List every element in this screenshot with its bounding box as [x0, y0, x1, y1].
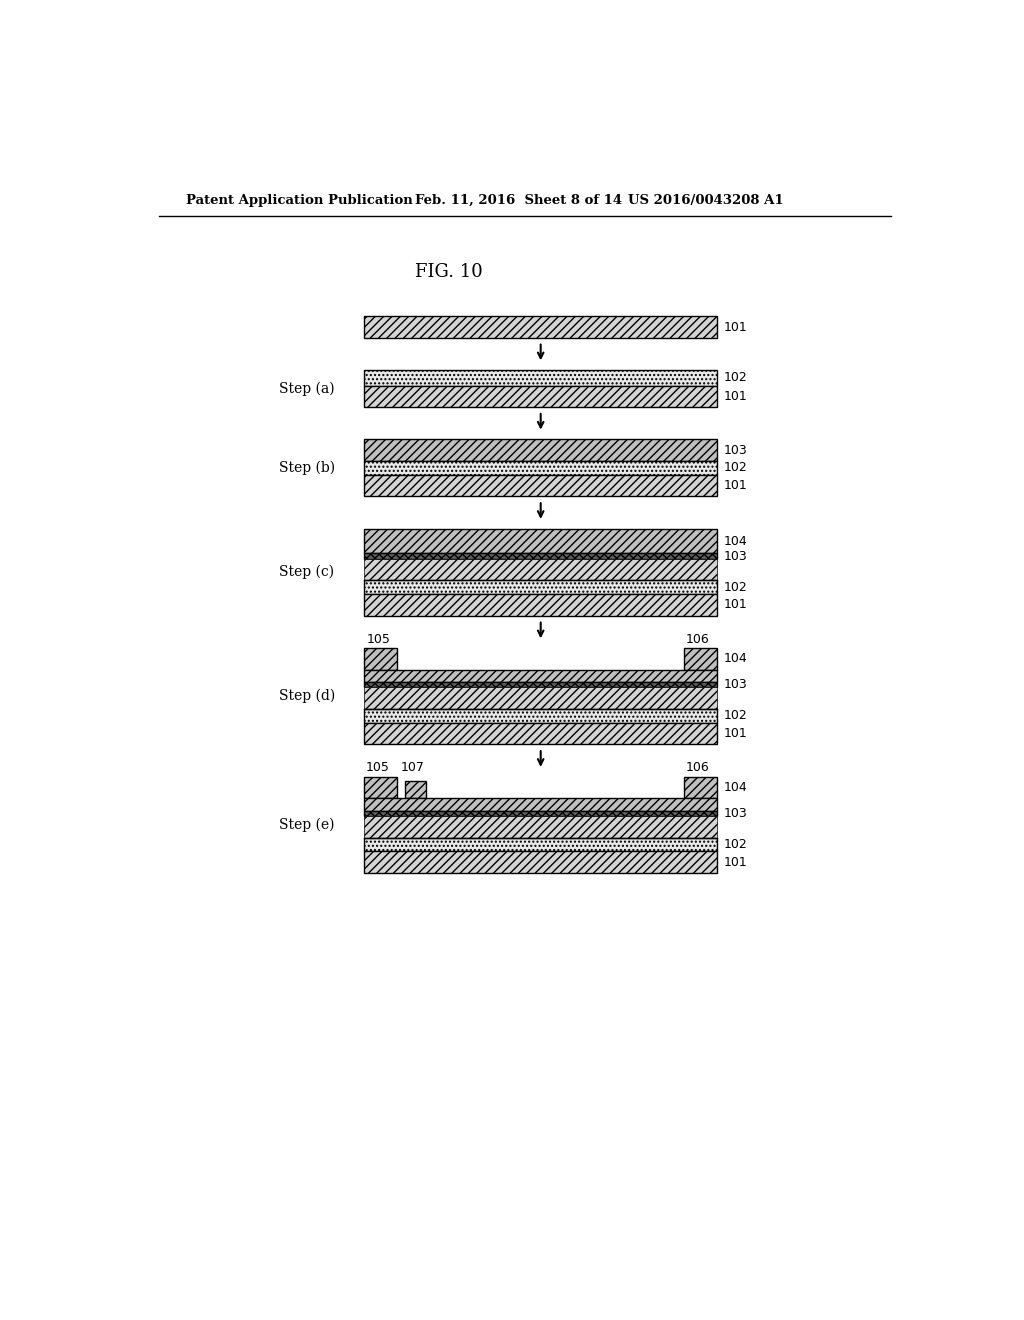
Bar: [365, 837, 717, 851]
Bar: [365, 709, 717, 723]
Text: Step (d): Step (d): [280, 689, 336, 704]
Bar: [404, 781, 426, 799]
Text: 102: 102: [723, 838, 746, 851]
Text: 103: 103: [723, 678, 746, 692]
Bar: [365, 776, 397, 799]
Text: US 2016/0043208 A1: US 2016/0043208 A1: [628, 194, 783, 207]
Bar: [365, 553, 717, 558]
Text: 104: 104: [723, 781, 746, 795]
Bar: [365, 816, 717, 838]
Text: Feb. 11, 2016  Sheet 8 of 14: Feb. 11, 2016 Sheet 8 of 14: [415, 194, 622, 207]
Text: 102: 102: [723, 462, 746, 474]
Text: 103: 103: [723, 807, 746, 820]
Text: 103: 103: [723, 549, 746, 562]
Text: 102: 102: [723, 709, 746, 722]
Bar: [365, 558, 717, 581]
Text: 104: 104: [723, 535, 746, 548]
Text: Step (e): Step (e): [280, 817, 335, 832]
Bar: [365, 385, 717, 407]
Text: 104: 104: [723, 652, 746, 665]
Text: 105: 105: [366, 760, 390, 774]
Bar: [365, 648, 397, 669]
Text: 101: 101: [723, 479, 746, 492]
Text: 105: 105: [367, 634, 390, 647]
Bar: [365, 370, 717, 385]
Bar: [365, 461, 717, 475]
Bar: [365, 529, 717, 553]
Bar: [365, 799, 717, 810]
Text: 101: 101: [723, 321, 746, 334]
Text: 101: 101: [723, 389, 746, 403]
Text: 107: 107: [400, 760, 425, 774]
Text: 106: 106: [686, 634, 710, 647]
Text: 101: 101: [723, 598, 746, 611]
Text: FIG. 10: FIG. 10: [415, 264, 482, 281]
Bar: [684, 648, 717, 669]
Bar: [365, 317, 717, 338]
Bar: [684, 776, 717, 799]
Bar: [365, 682, 717, 688]
Text: 106: 106: [686, 760, 710, 774]
Text: Step (a): Step (a): [280, 381, 335, 396]
Bar: [365, 810, 717, 816]
Bar: [365, 851, 717, 873]
Text: Step (c): Step (c): [280, 565, 334, 579]
Text: 103: 103: [723, 444, 746, 457]
Bar: [365, 581, 717, 594]
Text: 101: 101: [723, 855, 746, 869]
Bar: [365, 723, 717, 744]
Bar: [365, 440, 717, 461]
Bar: [365, 594, 717, 615]
Text: 102: 102: [723, 371, 746, 384]
Bar: [365, 688, 717, 709]
Bar: [365, 669, 717, 682]
Text: 101: 101: [723, 727, 746, 741]
Text: Patent Application Publication: Patent Application Publication: [186, 194, 413, 207]
Text: Step (b): Step (b): [280, 461, 335, 475]
Bar: [365, 475, 717, 496]
Text: 102: 102: [723, 581, 746, 594]
